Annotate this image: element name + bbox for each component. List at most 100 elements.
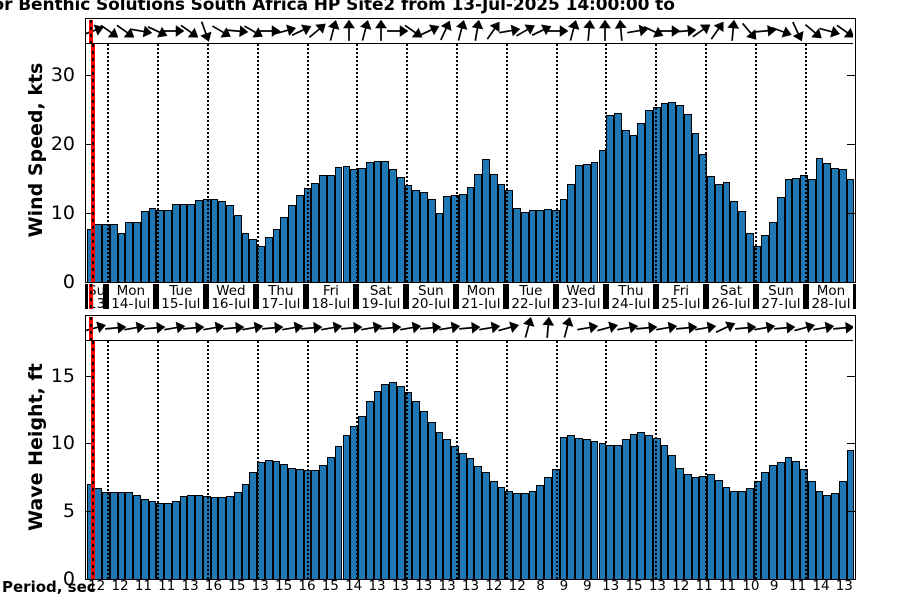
data-bar bbox=[218, 497, 227, 579]
day-of-week: Sun bbox=[418, 284, 444, 299]
day-label-cell: Tue 15-Jul bbox=[155, 284, 206, 309]
day-gridline bbox=[655, 43, 658, 282]
day-gridline bbox=[206, 43, 209, 282]
data-bar bbox=[342, 435, 351, 579]
data-bar bbox=[582, 164, 591, 282]
period-values-row: 12 12 11 11 13 16 15 13 15 16 15 14 13 13 13 13 13 12 12 8 9… bbox=[0, 578, 900, 598]
data-bar bbox=[637, 432, 646, 579]
data-bar bbox=[559, 436, 568, 579]
period-value: 13 bbox=[835, 578, 853, 594]
data-bar bbox=[420, 191, 428, 282]
data-bar bbox=[396, 177, 405, 282]
data-bar bbox=[691, 133, 700, 282]
data-bar bbox=[815, 158, 824, 282]
data-bar bbox=[513, 493, 521, 579]
data-bar bbox=[482, 471, 490, 579]
data-bar bbox=[614, 112, 622, 282]
data-bar bbox=[319, 464, 327, 579]
day-of-week: Sat bbox=[369, 284, 392, 299]
day-gridline bbox=[157, 43, 160, 282]
wind-direction-arrow-strip bbox=[85, 19, 853, 44]
data-bar bbox=[660, 102, 669, 282]
day-gridline bbox=[804, 340, 807, 579]
data-bar bbox=[280, 463, 289, 579]
data-bar bbox=[334, 445, 343, 579]
y-axis-tick bbox=[85, 375, 94, 377]
period-value: 13 bbox=[461, 578, 480, 594]
data-bar bbox=[241, 233, 250, 282]
data-bar bbox=[466, 458, 475, 579]
data-bar bbox=[458, 452, 467, 579]
day-label-cell: Mon 14-Jul bbox=[105, 284, 156, 309]
day-label-cell: Sat 19-Jul bbox=[355, 284, 406, 309]
day-date: 17-Jul bbox=[261, 296, 301, 309]
data-bar bbox=[233, 215, 242, 282]
data-bar bbox=[109, 224, 118, 282]
data-bar bbox=[326, 174, 335, 282]
period-value: 13 bbox=[391, 578, 409, 594]
wave-height-plot-area bbox=[86, 340, 855, 579]
day-gridline bbox=[356, 43, 359, 282]
data-bar bbox=[326, 456, 335, 579]
data-bar bbox=[792, 460, 801, 579]
data-bar bbox=[683, 113, 692, 282]
y-axis-label: 10 bbox=[50, 201, 75, 224]
data-bar bbox=[94, 224, 102, 282]
data-bar bbox=[125, 222, 134, 282]
data-bar bbox=[280, 216, 289, 282]
wind-y-axis-title: Wind Speed, kts bbox=[25, 62, 47, 237]
data-bar bbox=[714, 479, 723, 579]
data-bar bbox=[241, 483, 250, 579]
data-bar bbox=[179, 203, 188, 282]
y-axis-tick bbox=[847, 74, 856, 76]
period-value: 14 bbox=[812, 578, 830, 594]
data-bar bbox=[606, 114, 614, 282]
data-bar bbox=[226, 496, 234, 579]
data-bar bbox=[800, 468, 808, 579]
period-value: 13 bbox=[181, 578, 199, 594]
day-gridline bbox=[455, 340, 458, 579]
day-label-cell: Fri 18-Jul bbox=[305, 284, 356, 309]
data-bar bbox=[381, 383, 390, 579]
data-bar bbox=[567, 183, 576, 282]
data-bar bbox=[179, 496, 188, 579]
data-bar bbox=[707, 474, 715, 579]
day-date: 23-Jul bbox=[561, 296, 601, 309]
period-value: 15 bbox=[228, 578, 246, 594]
data-bar bbox=[148, 501, 157, 579]
data-bar bbox=[838, 481, 847, 579]
data-bar bbox=[171, 501, 180, 579]
data-bar bbox=[691, 477, 700, 579]
period-value: 9 bbox=[769, 578, 779, 594]
day-gridline bbox=[256, 340, 259, 579]
data-bar bbox=[102, 491, 110, 579]
wave-y-axis-title: Wave Height, ft bbox=[25, 362, 47, 531]
period-value: 15 bbox=[625, 578, 643, 594]
day-gridline bbox=[505, 43, 508, 282]
data-bar bbox=[590, 440, 599, 579]
y-axis-label: 15 bbox=[50, 364, 75, 387]
data-bar bbox=[823, 162, 832, 282]
data-bar bbox=[474, 173, 483, 282]
day-of-week: Wed bbox=[566, 284, 596, 299]
day-gridline bbox=[406, 340, 409, 579]
data-bar bbox=[683, 474, 692, 579]
data-bar bbox=[435, 213, 444, 282]
day-label-cell: Tue 22-Jul bbox=[505, 284, 556, 309]
data-bar bbox=[272, 229, 281, 282]
day-date: 21-Jul bbox=[461, 296, 501, 309]
period-value: 13 bbox=[438, 578, 456, 594]
data-bar bbox=[365, 162, 374, 282]
data-bar bbox=[544, 209, 552, 282]
data-bar bbox=[520, 493, 529, 579]
day-label-cell: Mon 28-Jul bbox=[805, 284, 856, 309]
period-value: 13 bbox=[251, 578, 269, 594]
data-bar bbox=[451, 195, 459, 282]
data-bar bbox=[202, 199, 211, 282]
page-title: cast for Benthic Solutions South Africa … bbox=[0, 0, 675, 15]
day-label-cell: Thu 17-Jul bbox=[255, 284, 306, 309]
day-gridline bbox=[804, 43, 807, 282]
y-axis-label: 5 bbox=[62, 499, 75, 522]
day-of-week: Thu bbox=[618, 284, 644, 299]
data-bar bbox=[373, 160, 382, 282]
